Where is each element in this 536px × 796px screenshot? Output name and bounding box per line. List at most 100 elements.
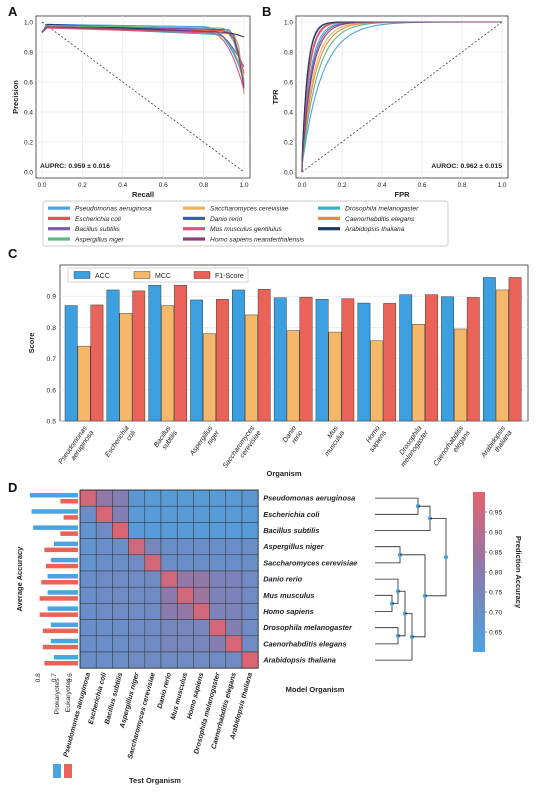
- avg-bar-eukaryotes: [44, 661, 78, 666]
- heatmap-cell: [176, 619, 194, 637]
- heatmap-cell: [95, 570, 113, 588]
- heatmap-cell: [160, 603, 178, 620]
- heatmap-cell: [95, 586, 113, 604]
- heatmap-cell: [128, 651, 146, 669]
- heatmap-cell: [160, 505, 178, 523]
- heatmap-cell: [160, 570, 178, 588]
- bar-mcc: [203, 333, 216, 422]
- heatmap-cell: [193, 586, 210, 604]
- legend-label: Pseudomonas aeruginosa: [75, 206, 152, 213]
- bar-acc: [441, 296, 454, 422]
- colorbar-tick-label: 0.75: [489, 590, 502, 597]
- bar-acc: [106, 289, 120, 422]
- bar-mcc: [412, 324, 425, 422]
- heatmap-cell: [128, 570, 146, 588]
- bar-f1-score: [215, 299, 229, 422]
- row-label: Aspergillus niger: [262, 542, 324, 551]
- heatmap-cell: [209, 522, 227, 539]
- curve-aspergillus-niger: [41, 24, 245, 83]
- heatmap-cell: [95, 603, 113, 620]
- avg-tick-label: 0.8: [35, 673, 42, 682]
- panel-a: 0.0 0.2 0.4 0.6 0.8 1.0 0.0 0.2 0.4 0.6 0.8 1.0 Reca…: [11, 15, 251, 199]
- avg-bar-eukaryotes: [60, 499, 78, 504]
- heatmap-cell: [193, 603, 210, 620]
- legend-swatch: [133, 271, 151, 279]
- heatmap-cell: [79, 603, 97, 620]
- x-tick-label: 0.4: [118, 182, 127, 189]
- x-tick-label: 0.8: [199, 182, 208, 189]
- bar-acc: [232, 289, 245, 422]
- row-label: Saccharomyces cerevisiae: [263, 558, 357, 567]
- heatmap-cell: [160, 538, 178, 556]
- baseline-line: [41, 21, 245, 173]
- x-tick-label: Drosophilamelanogaster: [393, 424, 430, 468]
- row-label: Bacillus subtilis: [263, 526, 319, 535]
- heatmap-cell: [241, 619, 259, 637]
- x-tick-label: Saccharomycescerevisiae: [222, 425, 263, 475]
- x-axis-label: FPR: [395, 190, 411, 199]
- heatmap-cell: [176, 489, 194, 507]
- heatmap-cell: [225, 603, 243, 620]
- y-tick-label: 0.6: [47, 387, 57, 394]
- heatmap-cell: [128, 619, 146, 637]
- bar-mcc: [161, 305, 175, 422]
- avg-bar-eukaryotes: [46, 563, 78, 569]
- heatmap-cell: [176, 603, 194, 620]
- y-tick-label: 0.6: [24, 80, 33, 87]
- column-label: Homo sapiens: [186, 672, 205, 720]
- y-tick-label: 0.9: [47, 294, 57, 301]
- heatmap-cell: [128, 505, 146, 523]
- x-tick-label: Daniorerio: [282, 425, 305, 449]
- x-axis-label: Organism: [266, 469, 301, 478]
- heatmap-cell: [144, 489, 162, 507]
- panel-c: 0.5 0.6 0.7 0.8 0.9 Score Pseudomonasaeruginos…: [27, 264, 529, 478]
- y-tick-label: 0.4: [284, 110, 293, 117]
- heatmap-cell: [144, 651, 162, 669]
- colorbar-tick-label: 0.65: [489, 630, 502, 637]
- heatmap-cell: [95, 489, 113, 507]
- heatmap-cell: [209, 603, 227, 620]
- y-tick-label: 0.7: [47, 356, 57, 363]
- heatmap-cell: [176, 505, 194, 523]
- avg-bar-prokaryotes: [30, 493, 78, 498]
- heatmap-cell: [225, 522, 243, 539]
- heatmap-cell: [193, 505, 210, 523]
- legend-swatch: [48, 216, 70, 220]
- heatmap-cell: [241, 522, 259, 539]
- x-tick-label: 0.0: [37, 182, 46, 189]
- heatmap-cell: [241, 586, 259, 604]
- y-tick-label: 1.0: [284, 20, 293, 27]
- bar-f1-score: [425, 294, 438, 422]
- y-tick-label: 0.8: [284, 50, 293, 57]
- avg-bar-prokaryotes: [50, 638, 78, 644]
- heatmap-cell: [144, 505, 162, 523]
- heatmap-cell: [112, 522, 129, 539]
- y-tick-label: 0.4: [24, 110, 33, 117]
- bar-mcc: [244, 314, 258, 422]
- dendrogram-link: [375, 594, 393, 612]
- avg-bar-prokaryotes: [31, 509, 79, 514]
- row-label: Arabidopsis thaliana: [262, 656, 336, 665]
- avg-legend-label: Eukaryotes: [65, 678, 72, 713]
- heatmap-cell: [225, 570, 243, 588]
- bar-acc: [399, 294, 413, 422]
- dendrogram-link: [375, 627, 399, 645]
- avg-legend-label: Prokaryotes: [54, 678, 61, 715]
- heatmap-cell: [160, 489, 178, 507]
- legend-swatch: [73, 271, 91, 279]
- heatmap-cell: [128, 522, 146, 539]
- avg-bar-eukaryotes: [42, 628, 78, 634]
- x-tick-label: Aspergillusniger: [188, 424, 221, 462]
- panel-b: 0.0 0.2 0.4 0.6 0.8 1.0 0.0 0.2 0.4 0.6 0.8 1.0 FPR T…: [271, 15, 509, 199]
- bar-acc: [148, 285, 162, 422]
- x-tick-label: Escherichiacoli: [104, 425, 137, 464]
- dendrogram-link: [400, 554, 426, 638]
- tick-line: Escherichia: [104, 425, 131, 459]
- heatmap-cell: [176, 554, 194, 572]
- dendrogram-link: [425, 517, 447, 597]
- bar-acc: [357, 302, 371, 422]
- legend-swatch-eukaryotes: [64, 764, 72, 778]
- legend-label: Aspergillus niger: [74, 236, 125, 243]
- column-label: Danio rerio: [157, 671, 174, 709]
- colorbar-label: Prediction Accuracy: [514, 536, 523, 609]
